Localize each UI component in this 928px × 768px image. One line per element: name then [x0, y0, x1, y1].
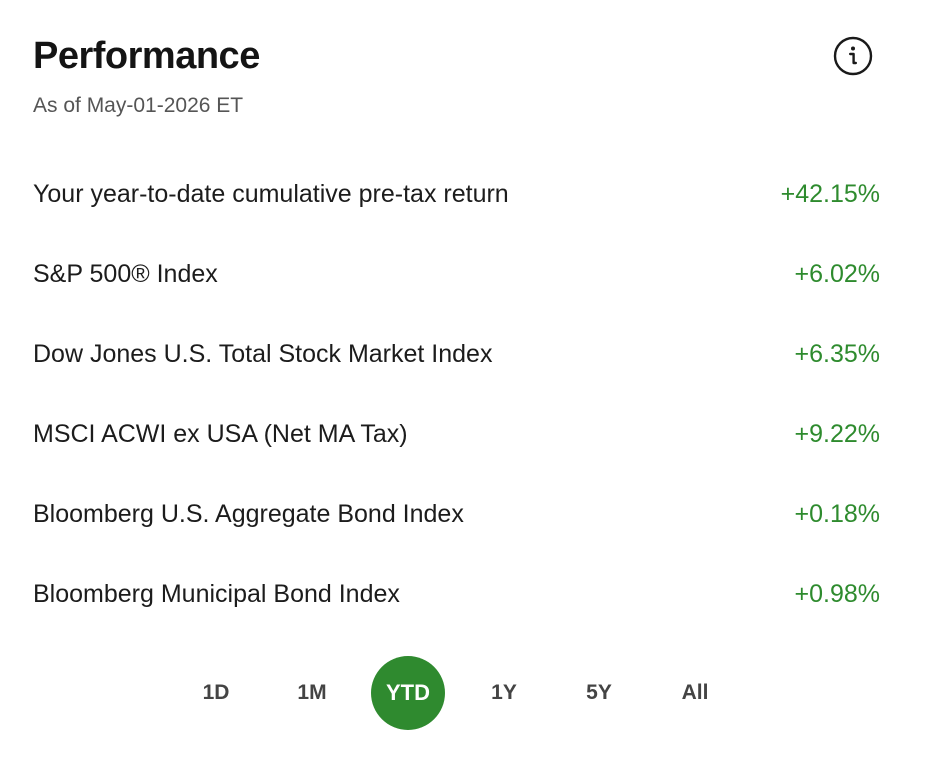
row-value: +0.18% — [794, 499, 881, 528]
performance-row-msci-acwi: MSCI ACWI ex USA (Net MA Tax) +9.22% — [33, 394, 880, 474]
row-label: Dow Jones U.S. Total Stock Market Index — [33, 339, 493, 368]
as-of-date: As of May-01-2026 ET — [33, 94, 244, 117]
period-tab-5y[interactable]: 5Y — [586, 681, 612, 704]
performance-row-bloomberg-municipal: Bloomberg Municipal Bond Index +0.98% — [33, 554, 880, 634]
row-label: Bloomberg U.S. Aggregate Bond Index — [33, 499, 464, 528]
row-label: S&P 500® Index — [33, 259, 218, 288]
period-tab-1m[interactable]: 1M — [297, 681, 327, 704]
row-value: +0.98% — [794, 579, 881, 608]
row-value: +6.35% — [794, 339, 881, 368]
row-label: Your year-to-date cumulative pre-tax ret… — [33, 179, 509, 208]
performance-list: Your year-to-date cumulative pre-tax ret… — [33, 154, 880, 634]
period-selector: 1D 1M YTD 1Y 5Y All — [0, 656, 928, 730]
period-tab-1d[interactable]: 1D — [202, 681, 230, 704]
performance-row-bloomberg-aggregate: Bloomberg U.S. Aggregate Bond Index +0.1… — [33, 474, 880, 554]
row-value: +42.15% — [780, 179, 880, 208]
performance-row-ytd-return: Your year-to-date cumulative pre-tax ret… — [33, 154, 880, 234]
info-icon[interactable] — [833, 36, 873, 76]
row-label: Bloomberg Municipal Bond Index — [33, 579, 400, 608]
row-label: MSCI ACWI ex USA (Net MA Tax) — [33, 419, 408, 448]
row-value: +9.22% — [794, 419, 881, 448]
period-tab-ytd[interactable]: YTD — [371, 656, 445, 730]
period-tab-all[interactable]: All — [681, 681, 709, 704]
performance-row-dow-jones: Dow Jones U.S. Total Stock Market Index … — [33, 314, 880, 394]
page-title: Performance — [33, 35, 260, 77]
period-tab-1y[interactable]: 1Y — [491, 681, 517, 704]
row-value: +6.02% — [794, 259, 881, 288]
performance-row-sp500: S&P 500® Index +6.02% — [33, 234, 880, 314]
